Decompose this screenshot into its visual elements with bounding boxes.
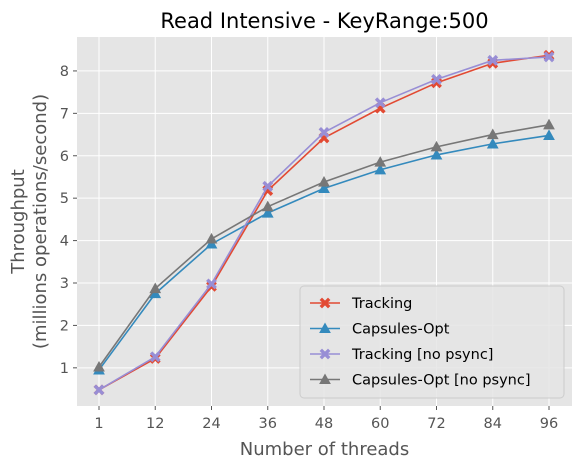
x-tick-label: 72 <box>427 416 445 432</box>
legend-label: Capsules-Opt [no psync] <box>352 373 531 389</box>
y-tick-label: 3 <box>60 276 69 292</box>
triangle-marker-point <box>205 232 218 244</box>
y-tick-label: 4 <box>60 234 69 250</box>
x-tick-label: 36 <box>259 416 277 432</box>
y-tick-label: 8 <box>60 64 69 80</box>
y-axis-label-line-2: (millions operations/second) <box>30 94 51 349</box>
series-4 <box>93 118 555 372</box>
legend-item: Capsules-Opt <box>310 322 450 338</box>
legend-item: Tracking [no psync] <box>310 347 493 363</box>
x-marker-point <box>206 280 217 292</box>
x-tick-label: 1 <box>94 416 103 432</box>
series-layer <box>93 49 555 396</box>
y-tick-label: 1 <box>60 361 69 377</box>
triangle-marker-point <box>318 182 330 193</box>
x-marker-point <box>262 180 274 192</box>
legend-label: Capsules-Opt <box>352 322 450 338</box>
legend-item: Tracking <box>310 296 412 312</box>
x-tick-label: 48 <box>315 416 333 432</box>
triangle-marker-point <box>543 118 555 130</box>
y-tick-label: 6 <box>60 149 69 165</box>
y-tick-label: 5 <box>60 191 69 207</box>
x-tick-label: 84 <box>484 416 502 432</box>
triangle-marker-point <box>543 129 555 140</box>
legend-box <box>299 285 565 399</box>
x-marker-point <box>319 348 331 360</box>
y-tick-label: 2 <box>60 318 69 334</box>
x-marker-point <box>319 297 331 309</box>
x-marker-point <box>431 74 442 85</box>
x-marker-point <box>149 351 161 363</box>
triangle-marker-point <box>486 128 499 140</box>
chart-title: Read Intensive - KeyRange:500 <box>160 9 488 33</box>
triangle-marker-point <box>430 140 443 152</box>
triangle-marker-point <box>261 206 274 218</box>
x-marker-point <box>93 384 105 396</box>
triangle-marker-point <box>319 322 331 334</box>
x-marker-point <box>318 127 330 138</box>
triangle-marker-point <box>486 137 499 149</box>
triangle-marker-point <box>261 200 274 212</box>
triangle-marker-point <box>430 148 443 160</box>
series-3 <box>93 51 555 396</box>
x-tick-label: 24 <box>202 416 220 432</box>
legend-item: Capsules-Opt [no psync] <box>310 373 531 389</box>
x-marker-point <box>543 51 555 63</box>
y-axis-label-line-1: Throughput <box>8 169 29 275</box>
triangle-marker-point <box>205 237 218 249</box>
x-tick-label: 96 <box>540 416 558 432</box>
series-2 <box>93 129 555 375</box>
triangle-marker-point <box>374 156 387 167</box>
x-marker-point <box>206 278 217 290</box>
triangle-marker-point <box>149 282 162 294</box>
x-tick-label: 60 <box>371 416 389 432</box>
y-tick-label: 7 <box>60 106 69 122</box>
triangle-marker-point <box>319 373 331 385</box>
x-tick-label: 12 <box>146 416 164 432</box>
triangle-marker-point <box>374 163 387 175</box>
x-axis-label: Number of threads <box>240 439 409 460</box>
x-marker-point <box>487 54 499 66</box>
x-marker-point <box>374 97 386 109</box>
legend-label: Tracking [no psync] <box>351 347 493 363</box>
legend-label: Tracking <box>351 296 412 312</box>
legend: Tracking Capsules-Opt Tracking [no psync] C… <box>299 285 565 399</box>
triangle-marker-point <box>93 360 105 372</box>
triangle-marker-point <box>318 176 330 187</box>
